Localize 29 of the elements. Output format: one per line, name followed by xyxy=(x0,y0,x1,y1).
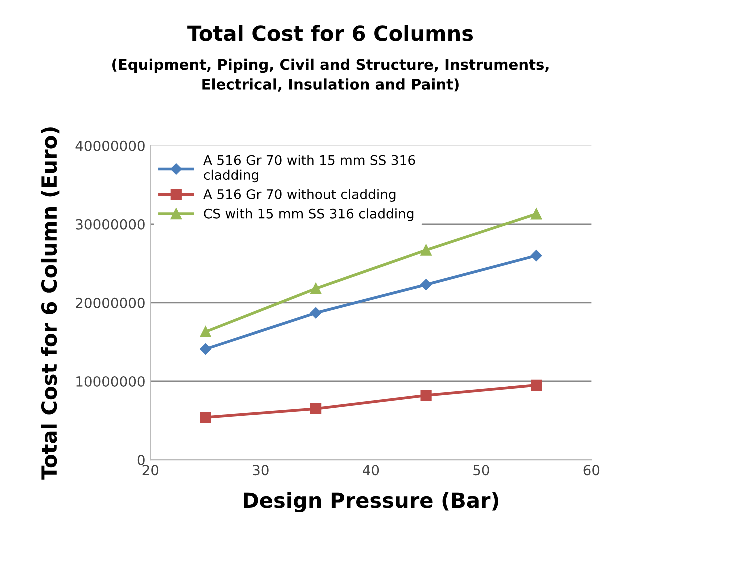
point xyxy=(420,279,432,290)
x-tick-label: 50 xyxy=(474,465,490,476)
point xyxy=(310,403,322,415)
legend-label: CS with 15 mm SS 316 cladding xyxy=(204,208,414,222)
x-tick-label: 40 xyxy=(363,465,380,476)
point xyxy=(530,380,542,391)
point xyxy=(530,250,542,262)
y-tick-label: 40000000 xyxy=(76,140,145,152)
x-tick-label: 60 xyxy=(584,465,600,476)
point xyxy=(200,412,212,424)
point xyxy=(310,283,322,294)
point xyxy=(420,244,432,256)
x-axis-title: Design Pressure (Bar) xyxy=(244,492,498,513)
legend-label: A 516 Gr 70 with 15 mm SS 316 cladding xyxy=(204,155,416,183)
point xyxy=(200,344,212,355)
x-tick-label: 20 xyxy=(142,465,159,476)
point xyxy=(420,390,432,402)
chart-subtitle: (Equipment, Piping, Civil and Structure, Instruments, Electrical, Insulation and Paint) xyxy=(112,58,549,92)
y-tick-label: 20000000 xyxy=(76,298,145,308)
legend-label: A 516 Gr 70 without cladding xyxy=(204,189,396,202)
y-axis-title: Total Cost for 6 Column (Euro) xyxy=(41,128,60,480)
point xyxy=(310,308,322,319)
point xyxy=(200,326,212,338)
x-tick-label: 30 xyxy=(253,465,269,476)
y-tick-label: 30000000 xyxy=(76,219,145,230)
y-tick-label: 0 xyxy=(138,454,145,466)
point xyxy=(530,208,542,220)
y-tick-label: 10000000 xyxy=(76,376,145,387)
chart-title: Total Cost for 6 Columns xyxy=(188,25,474,42)
